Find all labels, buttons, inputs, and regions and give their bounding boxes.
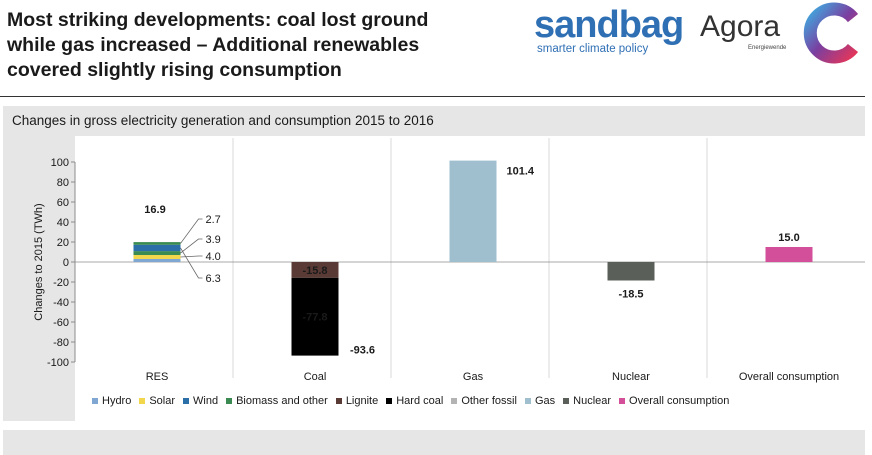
bar-segment: [133, 251, 181, 255]
agora-logo-sub: Energiewende: [748, 45, 787, 51]
legend-item: Gas: [524, 395, 556, 407]
bar-segment: [133, 242, 181, 245]
bar-segment: [765, 247, 813, 262]
legend-label: Wind: [193, 395, 219, 407]
legend-swatch: [92, 398, 98, 404]
legend-item: Hard coal: [386, 395, 443, 407]
total-data-label: -18.5: [618, 289, 643, 301]
y-tick-label: 60: [57, 197, 69, 209]
legend-label: Solar: [149, 395, 176, 407]
title-line-1: Most striking developments: coal lost gr…: [7, 9, 429, 31]
legend-label: Overall consumption: [629, 395, 730, 407]
bottom-panel: [3, 430, 865, 455]
legend-label: Other fossil: [461, 395, 517, 407]
legend-swatch: [226, 398, 233, 404]
agora-ring-icon: [803, 2, 859, 64]
segment-data-label: 4.0: [206, 251, 221, 263]
legend-label: Hydro: [102, 395, 132, 407]
legend-label: Biomass and other: [236, 395, 328, 407]
segment-data-label: 3.9: [206, 234, 221, 246]
bar-segment: [291, 277, 339, 356]
legend-swatch: [563, 398, 570, 404]
x-category-label: RES: [146, 371, 169, 383]
legend-item: Nuclear: [563, 395, 611, 407]
slide-title: Most striking developments: coal lost gr…: [7, 8, 507, 83]
total-data-label: 101.4: [507, 166, 535, 178]
legend-swatch: [524, 398, 531, 404]
segment-data-label: 6.3: [206, 273, 221, 285]
legend-label: Lignite: [345, 395, 379, 407]
bar-segment: [291, 262, 339, 278]
total-data-label: -93.6: [350, 345, 375, 357]
header-divider: [0, 96, 865, 97]
legend-swatch: [183, 398, 190, 404]
bar-segment: [133, 244, 181, 252]
sandbag-logo-tagline: smarter climate policy: [537, 43, 649, 55]
segment-data-label: 2.7: [206, 214, 221, 226]
y-tick-label: -80: [53, 337, 69, 349]
bar-segment: [607, 262, 655, 281]
x-category-label: Coal: [304, 371, 327, 383]
leader-line: [180, 218, 203, 244]
segment-data-label: -15.8: [302, 265, 327, 277]
y-tick-label: 40: [57, 217, 69, 229]
legend-item: Solar: [139, 395, 175, 407]
legend-swatch: [139, 398, 146, 404]
leader-line: [180, 255, 203, 258]
y-tick-label: -60: [53, 317, 69, 329]
x-category-label: Nuclear: [612, 371, 650, 383]
y-tick-label: 80: [57, 177, 69, 189]
sandbag-logo: sandbag smarter climate policy: [534, 5, 684, 55]
legend-label: Gas: [534, 395, 556, 407]
y-axis-label: Changes to 2015 (TWh): [33, 203, 45, 320]
legend-swatch: [335, 398, 342, 404]
chart-legend: Hydro Solar Wind Biomass and other Lignite Ha…: [92, 395, 737, 407]
y-tick-label: -20: [53, 277, 69, 289]
leader-line: [180, 238, 203, 254]
bar-segment: [133, 255, 181, 259]
total-data-label: 15.0: [778, 232, 799, 244]
leader-line: [180, 247, 203, 279]
y-tick-label: 100: [51, 157, 69, 169]
legend-label: Hard coal: [396, 395, 444, 407]
legend-swatch: [619, 398, 626, 404]
agora-logo: Agora Energiewende: [700, 10, 790, 55]
x-category-label: Gas: [463, 371, 484, 383]
y-tick-label: -40: [53, 297, 69, 309]
legend-swatch: [386, 398, 393, 404]
legend-label: Nuclear: [573, 395, 612, 407]
segment-data-label: -77.8: [302, 312, 327, 324]
legend-item: Wind: [183, 395, 218, 407]
title-line-2: while gas increased – Additional renewab…: [7, 34, 420, 56]
legend-item: Lignite: [335, 395, 379, 407]
total-data-label: 16.9: [144, 204, 165, 216]
legend-item: Biomass and other: [226, 395, 328, 407]
bar-segment: [449, 160, 497, 262]
agora-logo-name: Agora: [700, 10, 781, 43]
legend-item: Other fossil: [451, 395, 517, 407]
y-tick-label: -100: [47, 357, 69, 369]
y-tick-label: 20: [57, 237, 69, 249]
x-category-label: Overall consumption: [739, 371, 839, 383]
legend-item: Overall consumption: [619, 395, 729, 407]
legend-swatch: [451, 398, 458, 404]
title-line-3: covered slightly rising consumption: [7, 59, 342, 81]
legend-item: Hydro: [92, 395, 131, 407]
sandbag-logo-name: sandbag: [534, 4, 684, 46]
bar-segment: [133, 259, 181, 262]
y-tick-label: 0: [63, 257, 69, 269]
panel-title: Changes in gross electricity generation …: [12, 113, 434, 128]
